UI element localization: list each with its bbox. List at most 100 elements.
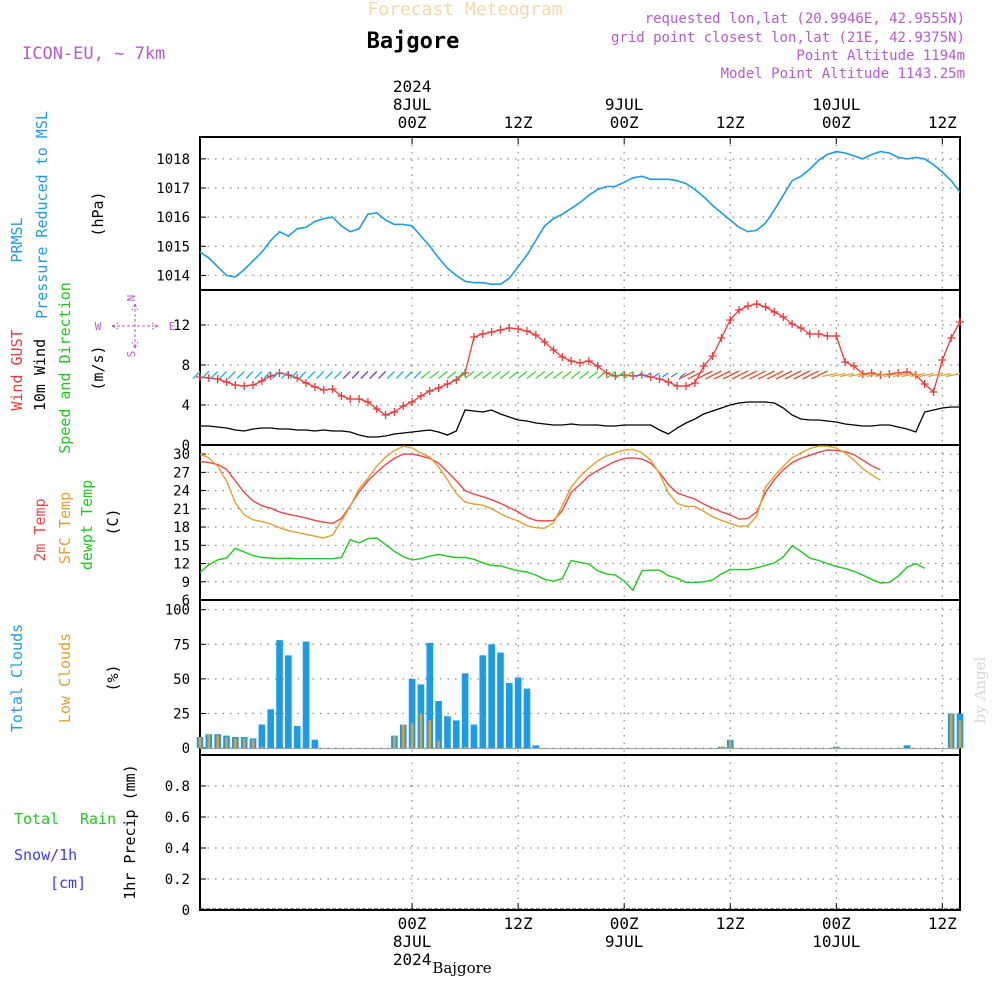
wind-direction-arrow	[201, 371, 210, 379]
wind-gust-marker	[249, 381, 258, 389]
wind-direction-arrow	[236, 371, 245, 379]
temp-label-dewpt: dewpt Temp	[78, 480, 96, 570]
cloud-bar-total	[903, 745, 911, 749]
wind-direction-arrow	[758, 370, 775, 380]
wind-gust-marker	[522, 327, 531, 335]
pressure-ytick-label: 1015	[156, 239, 190, 255]
wind-ytick-label: 8	[182, 358, 190, 374]
wind-direction-arrow	[731, 370, 749, 380]
temperature-ytick-label: 18	[173, 520, 190, 536]
wind-direction-arrow	[386, 371, 395, 379]
wind-gust-marker	[372, 405, 381, 413]
top-time-label: 12Z	[504, 113, 533, 132]
bottom-time-label: 10JUL	[812, 932, 860, 951]
model-name: ICON-EU, ~ 7km	[22, 44, 165, 64]
cloud-bar-low	[419, 713, 423, 749]
temp-line-1	[199, 445, 881, 539]
compass-e: E	[169, 320, 176, 333]
wind-gust-marker	[363, 398, 372, 406]
wind-gust-marker	[849, 362, 858, 370]
cloud-bar-low	[260, 746, 264, 749]
wind-direction-arrow	[822, 372, 837, 378]
wind-gust-marker	[355, 395, 364, 403]
cloud-bar-total	[267, 709, 275, 749]
wind-gust-marker	[231, 381, 240, 389]
wind-direction-arrow	[579, 370, 590, 380]
cloud-bar-low	[251, 739, 255, 749]
precip-ytick-label: 0.6	[165, 810, 190, 826]
wind-gust-marker	[682, 382, 691, 390]
wind-direction-arrow	[678, 370, 696, 380]
clouds-ytick-label: 50	[173, 672, 190, 688]
pressure-label-prmsl: PRMSL	[8, 217, 26, 262]
wind-direction-arrow	[482, 370, 493, 380]
wind-direction-arrow	[901, 372, 916, 378]
wind-gust-marker	[629, 372, 638, 380]
cloud-bar-low	[428, 720, 432, 749]
wind-direction-arrow	[623, 370, 634, 380]
wind-gust-marker	[796, 324, 805, 332]
precip-ytick-label: 0	[182, 903, 190, 919]
wind-gust-marker	[469, 333, 478, 341]
wind-gust-marker	[823, 332, 832, 340]
wind-gust-marker	[673, 382, 682, 390]
wind-direction-arrow	[919, 372, 934, 378]
temp-line-0	[199, 449, 881, 525]
grid-coords: grid point closest lon,lat (21E, 42.9375…	[611, 30, 965, 46]
wind-direction-arrow	[446, 370, 457, 380]
precip-label-snow: Snow/1h	[14, 846, 77, 864]
requested-coords: requested lon,lat (20.9946E, 42.9555N)	[645, 11, 965, 27]
wind-direction-arrow	[464, 370, 475, 380]
wind-direction-arrow	[857, 372, 872, 378]
cloud-bar-total	[514, 677, 522, 749]
wind-label-gust: Wind GUST	[8, 329, 26, 410]
location-title: Bajgore	[367, 29, 460, 54]
wind-gust-marker	[708, 352, 717, 360]
wind-gust-marker	[726, 316, 735, 324]
bottom-time-label: 12Z	[928, 914, 957, 933]
wind-gust-marker	[761, 303, 770, 311]
wind-direction-arrow	[499, 370, 510, 380]
top-time-label: 8JUL	[393, 95, 432, 114]
wind-direction-arrow	[333, 371, 342, 379]
wind-direction-arrow	[802, 370, 819, 380]
wind-gust-marker	[478, 330, 487, 338]
wind-gust-marker	[717, 334, 726, 342]
cloud-bar-total	[258, 724, 266, 749]
wind-gust-marker	[956, 318, 964, 326]
wind-gust-marker	[947, 334, 956, 342]
wind-direction-arrow	[307, 371, 316, 379]
wind-direction-arrow	[429, 370, 440, 380]
wind-direction-arrow	[705, 370, 722, 380]
pressure-panel-frame	[199, 136, 961, 291]
wind-direction-arrow	[395, 371, 404, 379]
cloud-bar-total	[532, 745, 540, 749]
wind-direction-arrow	[245, 371, 254, 379]
pressure-ytick-label: 1014	[156, 268, 190, 284]
wind-direction-arrow	[614, 370, 625, 380]
wind-direction-arrow	[413, 371, 422, 379]
wind-direction-arrow	[316, 371, 325, 379]
temperature-panel-frame	[199, 444, 961, 601]
cloud-bar-low	[437, 741, 440, 749]
wind-direction-arrow	[325, 371, 334, 379]
wind-direction-arrow	[210, 371, 219, 379]
wind-direction-arrow	[662, 372, 669, 378]
wind-gust-marker	[531, 331, 540, 339]
temperature-ytick-label: 12	[173, 557, 190, 573]
cloud-bar-total	[497, 652, 504, 749]
clouds-ytick-label: 25	[173, 706, 190, 722]
clouds-unit: (%)	[104, 664, 122, 691]
compass-n: N	[125, 295, 138, 302]
wind-direction-arrow	[670, 372, 678, 378]
cloud-bar-total	[302, 641, 310, 749]
wind-gust-marker	[841, 358, 850, 366]
wind-gust-marker	[743, 302, 752, 310]
pressure-label-msl: Pressure Reduced to MSL	[33, 111, 51, 319]
wind-unit: (m/s)	[89, 345, 107, 390]
wind-direction-arrow	[455, 370, 466, 380]
cloud-bar-total	[285, 655, 292, 749]
wind-direction-arrow	[830, 372, 846, 378]
temp-label-sfc: SFC Temp	[56, 492, 74, 564]
